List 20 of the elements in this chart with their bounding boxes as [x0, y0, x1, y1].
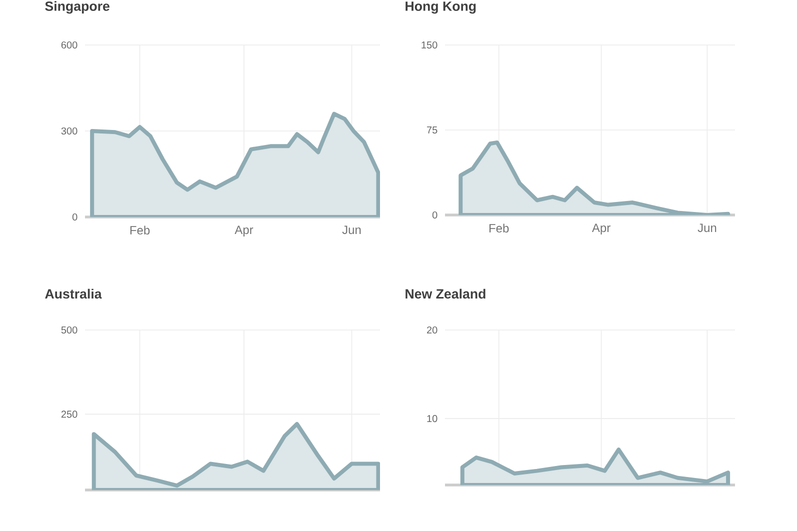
y-tick-label: 75 [427, 126, 438, 134]
y-tick-label: 300 [61, 127, 78, 135]
chart-title: Australia [45, 288, 102, 299]
y-tick-label: 250 [61, 410, 78, 418]
chart-title: New Zealand [406, 288, 486, 299]
x-tick-label: Jun [342, 226, 361, 234]
y-tick-label: 0 [72, 213, 78, 221]
chart-title: Singapore [45, 1, 110, 14]
y-tick-label: 150 [422, 41, 438, 49]
x-tick-label: Feb [489, 224, 509, 233]
x-tick-label: Apr [234, 226, 254, 236]
y-tick-label: 600 [61, 41, 78, 49]
y-tick-label: 20 [427, 326, 438, 334]
y-tick-label: 10 [427, 415, 438, 422]
y-tick-label: 0 [432, 211, 438, 219]
y-tick-label: 500 [61, 326, 78, 334]
chart-title: Hong Kong [406, 2, 476, 14]
x-tick-label: Apr [592, 224, 610, 234]
x-tick-label: Feb [130, 226, 150, 235]
x-tick-label: Jun [698, 224, 716, 232]
